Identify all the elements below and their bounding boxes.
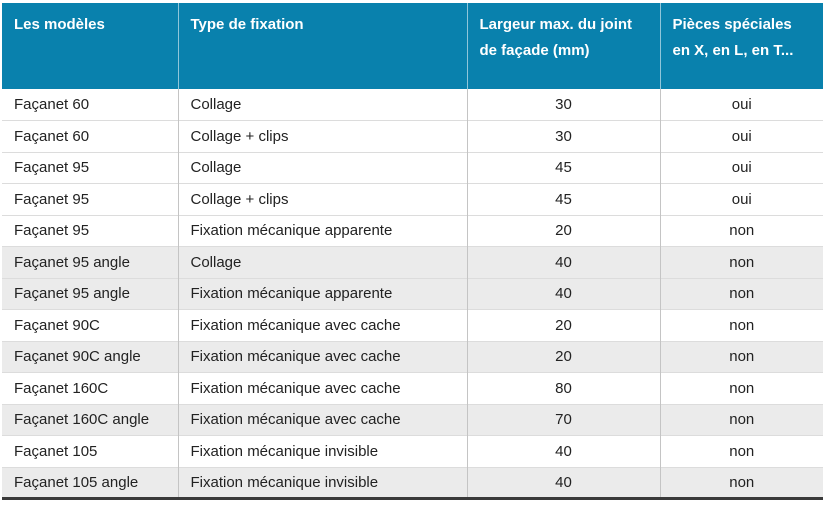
joint-width-cell: 20 (466, 214, 660, 247)
table-header-row: Les modèles Type de fixation Largeur max… (2, 3, 823, 89)
special-pieces-cell: non (659, 246, 823, 278)
column-header-fixation: Type de fixation (177, 3, 467, 89)
special-pieces-cell: non (659, 214, 823, 247)
model-cell: Façanet 105 angle (2, 466, 178, 499)
special-pieces-cell: oui (659, 89, 823, 121)
special-pieces-cell: non (659, 403, 823, 436)
joint-width-cell: 40 (466, 435, 660, 467)
model-cell: Façanet 95 angle (2, 246, 178, 278)
model-cell: Façanet 90C (2, 309, 178, 341)
fixation-cell: Fixation mécanique apparente (177, 214, 467, 247)
column-header-label: Type de fixation (190, 16, 304, 33)
data-table: Les modèles Type de fixation Largeur max… (2, 3, 823, 500)
joint-width-cell: 70 (466, 403, 660, 436)
joint-width-cell: 30 (466, 120, 660, 152)
model-cell: Façanet 90C angle (2, 340, 178, 373)
model-cell: Façanet 160C (2, 372, 178, 404)
model-cell: Façanet 60 (2, 120, 178, 152)
fixation-cell: Fixation mécanique avec cache (177, 309, 467, 341)
special-pieces-cell: non (659, 372, 823, 404)
joint-width-cell: 40 (466, 277, 660, 310)
model-cell: Façanet 95 angle (2, 277, 178, 310)
model-cell: Façanet 95 (2, 214, 178, 247)
table-row: Façanet 90C angle Fixation mécanique ave… (2, 340, 823, 373)
table-row: Façanet 95 Fixation mécanique apparente … (2, 214, 823, 247)
table-row: Façanet 95 Collage + clips 45 oui (2, 183, 823, 215)
model-cell: Façanet 95 (2, 151, 178, 184)
fixation-cell: Collage + clips (177, 120, 467, 152)
fixation-cell: Fixation mécanique apparente (177, 277, 467, 310)
fixation-cell: Collage (177, 246, 467, 278)
fixation-cell: Collage (177, 151, 467, 184)
model-cell: Façanet 60 (2, 89, 178, 121)
special-pieces-cell: non (659, 309, 823, 341)
column-header-label-line1: Largeur max. du joint (479, 16, 633, 33)
joint-width-cell: 30 (466, 89, 660, 121)
table-row: Façanet 105 angle Fixation mécanique inv… (2, 466, 823, 499)
column-header-models: Les modèles (2, 3, 178, 89)
column-header-label-line1: Pièces spéciales (672, 16, 792, 33)
table-row: Façanet 60 Collage 30 oui (2, 89, 823, 121)
special-pieces-cell: oui (659, 151, 823, 184)
column-header-label: Les modèles (14, 16, 105, 33)
joint-width-cell: 20 (466, 340, 660, 373)
joint-width-cell: 20 (466, 309, 660, 341)
special-pieces-cell: non (659, 435, 823, 467)
fixation-cell: Collage (177, 89, 467, 121)
joint-width-cell: 40 (466, 246, 660, 278)
joint-width-cell: 80 (466, 372, 660, 404)
special-pieces-cell: non (659, 277, 823, 310)
column-header-special-pieces: Pièces spéciales en X, en L, en T... (659, 3, 823, 89)
fixation-cell: Fixation mécanique invisible (177, 435, 467, 467)
column-header-joint-width: Largeur max. du joint de façade (mm) (466, 3, 660, 89)
fixation-cell: Fixation mécanique avec cache (177, 340, 467, 373)
table-row: Façanet 95 angle Collage 40 non (2, 246, 823, 278)
special-pieces-cell: oui (659, 120, 823, 152)
special-pieces-cell: non (659, 340, 823, 373)
fixation-cell: Fixation mécanique avec cache (177, 403, 467, 436)
joint-width-cell: 45 (466, 183, 660, 215)
table-row: Façanet 105 Fixation mécanique invisible… (2, 435, 823, 467)
fixation-cell: Fixation mécanique invisible (177, 466, 467, 499)
column-header-label-line2: de façade (mm) (479, 42, 590, 59)
table-row: Façanet 60 Collage + clips 30 oui (2, 120, 823, 152)
table-row: Façanet 90C Fixation mécanique avec cach… (2, 309, 823, 341)
table-row: Façanet 95 angle Fixation mécanique appa… (2, 277, 823, 310)
fixation-cell: Collage + clips (177, 183, 467, 215)
joint-width-cell: 45 (466, 151, 660, 184)
special-pieces-cell: non (659, 466, 823, 499)
special-pieces-cell: oui (659, 183, 823, 215)
column-header-label-line2: en X, en L, en T... (672, 42, 794, 59)
table-row: Façanet 95 Collage 45 oui (2, 151, 823, 184)
table-row: Façanet 160C Fixation mécanique avec cac… (2, 372, 823, 404)
model-cell: Façanet 95 (2, 183, 178, 215)
fixation-cell: Fixation mécanique avec cache (177, 372, 467, 404)
model-cell: Façanet 105 (2, 435, 178, 467)
table-row: Façanet 160C angle Fixation mécanique av… (2, 403, 823, 436)
model-cell: Façanet 160C angle (2, 403, 178, 436)
joint-width-cell: 40 (466, 466, 660, 499)
